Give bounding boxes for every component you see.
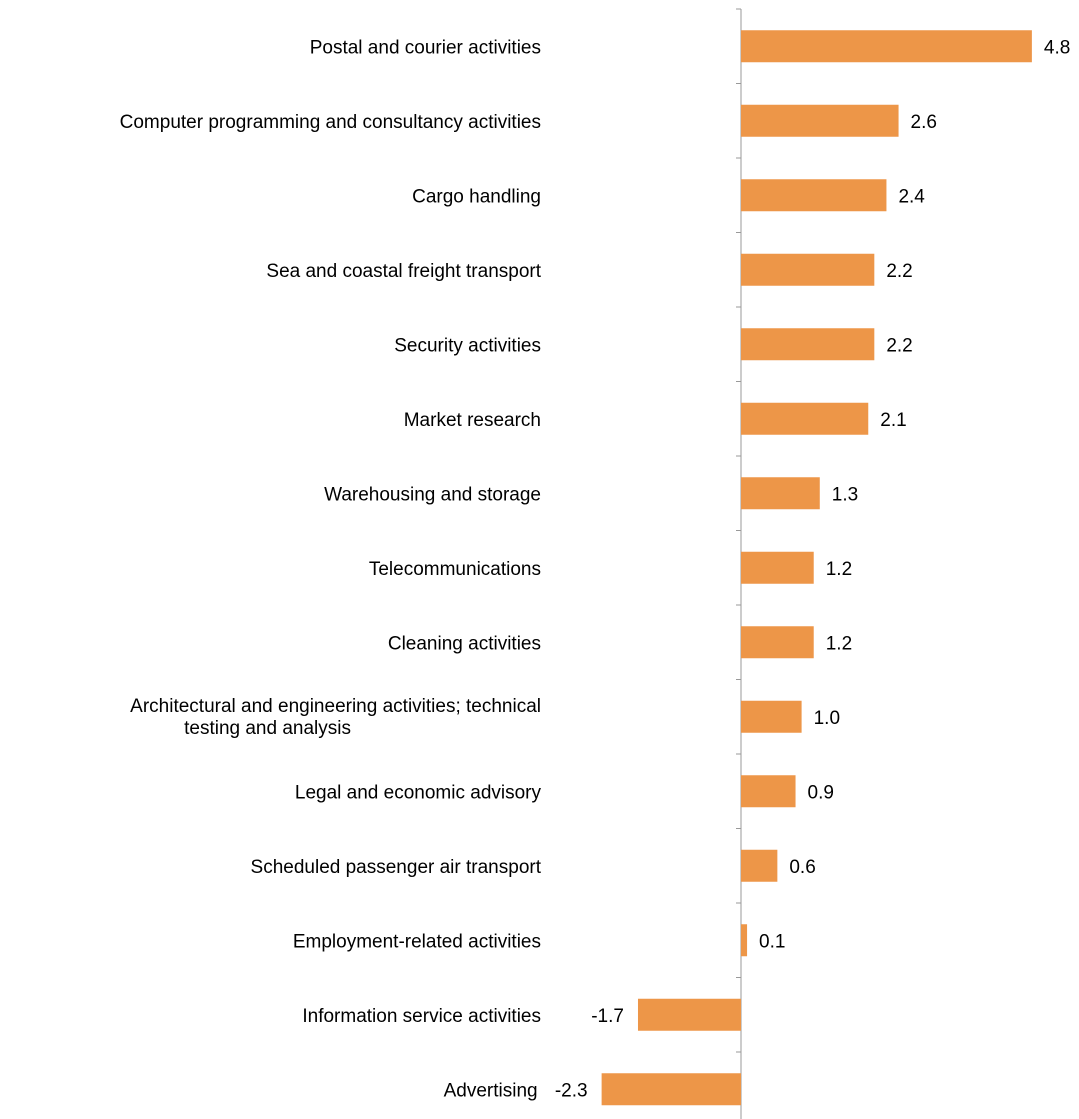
category-label: Sea and coastal freight transport <box>266 261 541 282</box>
bar <box>741 402 869 435</box>
value-label: 2.4 <box>898 186 925 207</box>
bar <box>741 775 796 808</box>
bar <box>741 849 778 882</box>
category-label: Scheduled passenger air transport <box>251 857 542 878</box>
value-label: -1.7 <box>591 1006 624 1027</box>
bars-group <box>601 30 1032 1106</box>
category-tick-marks <box>736 8 741 1053</box>
category-label: Legal and economic advisory <box>295 782 542 803</box>
value-label: 1.2 <box>826 559 852 580</box>
bar <box>741 179 887 212</box>
bar <box>741 924 748 957</box>
bar <box>601 1073 741 1106</box>
value-label: 2.2 <box>886 261 912 282</box>
category-label: Cargo handling <box>412 186 541 207</box>
category-label: Market research <box>404 410 541 431</box>
category-label: Information service activities <box>302 1006 541 1027</box>
bar <box>741 253 875 286</box>
category-label: Computer programming and consultancy act… <box>120 112 541 133</box>
category-label: Postal and courier activities <box>310 37 541 58</box>
category-label: Employment-related activities <box>293 931 541 952</box>
bar <box>741 477 820 510</box>
bar <box>741 104 899 137</box>
value-label: 0.6 <box>789 857 815 878</box>
category-label: Telecommunications <box>369 559 541 580</box>
value-label: 2.2 <box>886 335 912 356</box>
value-label: -2.3 <box>555 1080 588 1101</box>
value-label: 1.0 <box>814 708 840 729</box>
bar <box>741 700 802 733</box>
bar <box>741 30 1032 63</box>
value-label: 4.8 <box>1044 37 1070 58</box>
bar <box>741 328 875 361</box>
category-label: Warehousing and storage <box>324 484 541 505</box>
value-label: 2.6 <box>911 112 937 133</box>
bar <box>741 551 814 584</box>
value-label: 0.9 <box>808 782 834 803</box>
value-label: 2.1 <box>880 410 906 431</box>
category-label: Cleaning activities <box>388 633 541 654</box>
bar <box>637 998 741 1031</box>
value-label: 1.2 <box>826 633 852 654</box>
value-label: 0.1 <box>759 931 785 952</box>
category-label: Advertising <box>444 1080 538 1101</box>
category-labels-group: Postal and courier activities Computer pr… <box>120 37 542 1101</box>
value-label: 1.3 <box>832 484 858 505</box>
bar <box>741 626 814 659</box>
value-labels-group: 4.8 2.6 2.4 2.2 2.2 2.1 1.3 1.2 1.2 1.0 0.9 0.6 0.1 -… <box>555 37 1070 1101</box>
category-label: Architectural and engineering activities… <box>130 696 541 739</box>
category-label: Security activities <box>394 335 541 356</box>
